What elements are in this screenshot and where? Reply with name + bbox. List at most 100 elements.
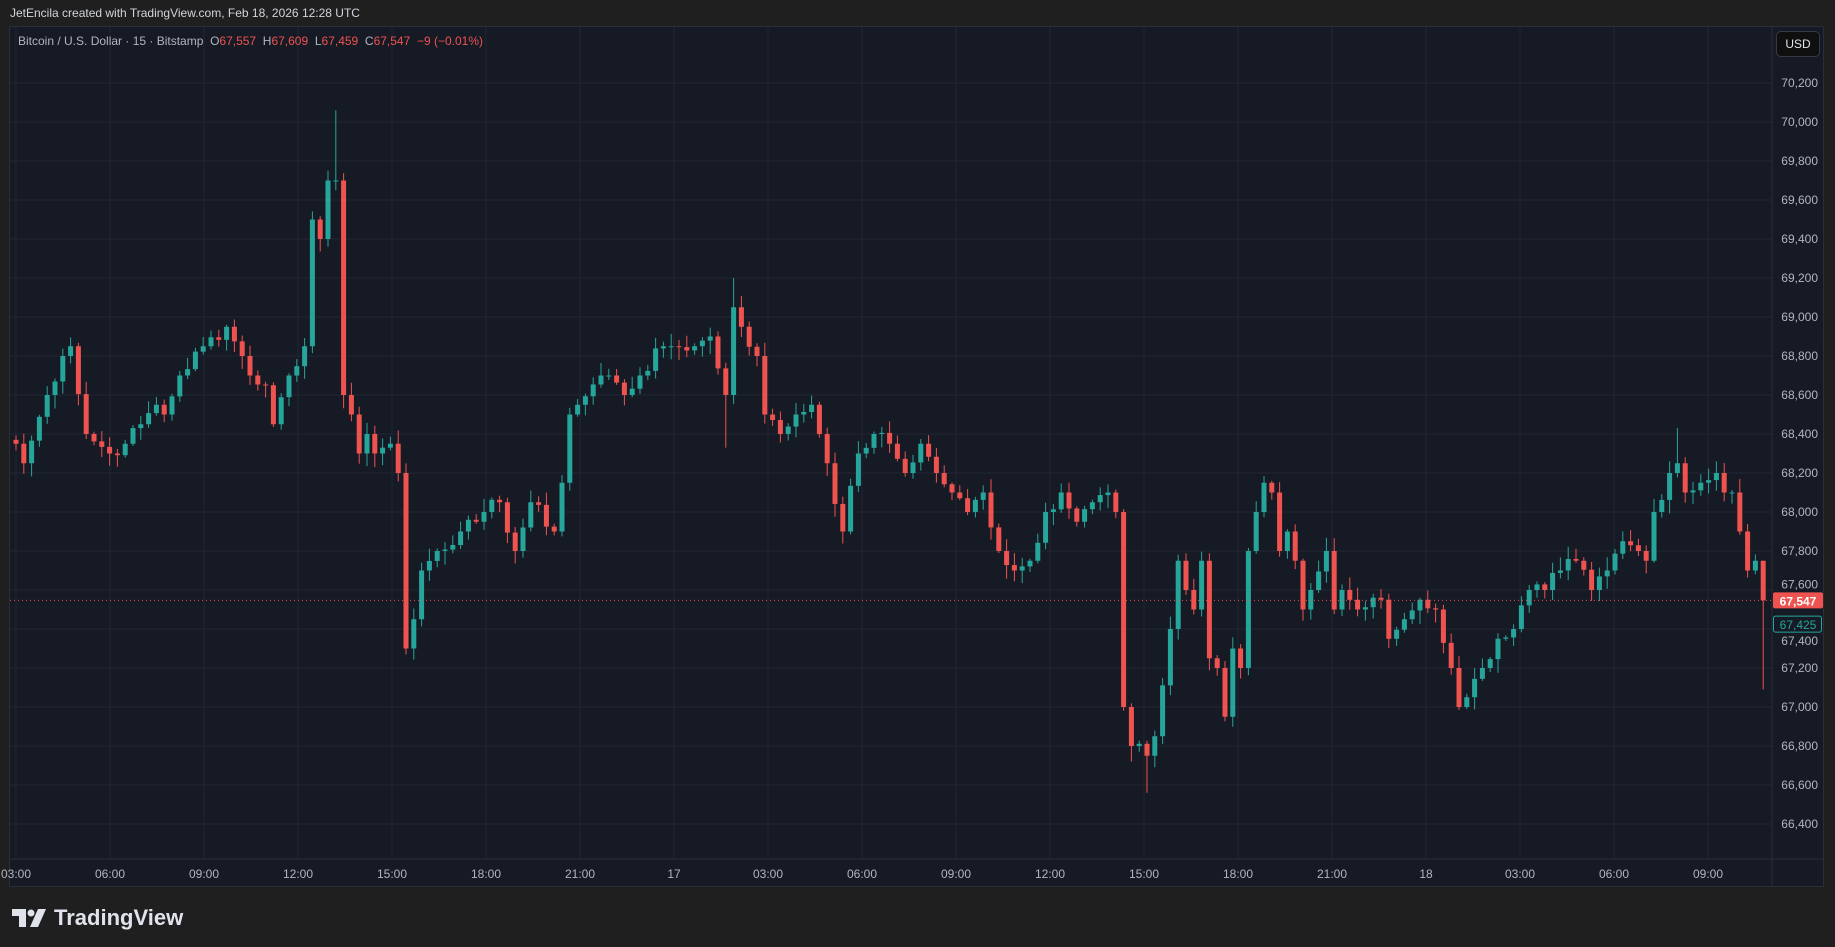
candle-body <box>1323 551 1329 572</box>
candle-body <box>1760 560 1766 601</box>
candle-body <box>965 498 971 512</box>
symbol-legend: Bitcoin / U.S. Dollar · 15 · Bitstamp O 6… <box>18 34 483 48</box>
candle-body <box>816 404 822 434</box>
price-tick-label: 68,400 <box>1781 427 1818 441</box>
candle-body <box>504 502 510 533</box>
candle-body <box>1698 482 1704 491</box>
candle-body <box>146 413 152 425</box>
candle-body <box>559 482 565 532</box>
time-tick-label: 18:00 <box>471 867 501 881</box>
candle-body <box>582 396 588 405</box>
brand-name: TradingView <box>54 905 184 930</box>
candle-body <box>1175 560 1181 629</box>
candle-body <box>83 394 89 434</box>
candle-body <box>1378 597 1384 600</box>
price-tick-label: 67,000 <box>1781 700 1818 714</box>
candle-body <box>255 375 261 385</box>
candle-body <box>1674 463 1680 473</box>
candle-body <box>442 549 448 551</box>
candle-body <box>1128 707 1134 746</box>
candle-body <box>239 341 245 356</box>
candle-body <box>434 551 440 561</box>
candle-body <box>1472 678 1478 698</box>
candle-body <box>1284 531 1290 551</box>
price-tick-label: 70,200 <box>1781 76 1818 90</box>
candle-body <box>426 560 432 571</box>
time-tick-label: 12:00 <box>283 867 313 881</box>
candle-body <box>419 570 425 620</box>
candle-body <box>450 545 456 550</box>
price-tick-label: 69,000 <box>1781 310 1818 324</box>
open-label: O <box>210 34 220 48</box>
candle-body <box>1316 571 1322 590</box>
candle-body <box>1612 553 1618 571</box>
symbol-title: Bitcoin / U.S. Dollar · 15 · Bitstamp <box>18 34 204 48</box>
low-value: 67,459 <box>321 34 359 48</box>
candle-body <box>1222 668 1228 717</box>
candle-body <box>1643 551 1649 561</box>
close-value: 67,547 <box>373 34 411 48</box>
chart-credit: JetEncila created with TradingView.com, … <box>10 6 360 20</box>
candle-body <box>777 419 783 434</box>
candle-body <box>1066 492 1072 509</box>
candle-body <box>325 180 331 239</box>
price-tick-label: 69,600 <box>1781 193 1818 207</box>
candle-body <box>653 348 659 371</box>
candle-body <box>1401 619 1407 630</box>
candle-body <box>1557 570 1563 573</box>
time-tick-label: 03:00 <box>1 867 31 881</box>
time-axis[interactable]: 03:00 06:00 09:00 12:00 15:00 18:00 21:00 17 03:… <box>1 867 1723 881</box>
candle-body <box>294 366 300 376</box>
candle-body <box>1729 492 1735 494</box>
candle-body <box>933 456 939 473</box>
time-tick-label: 09:00 <box>941 867 971 881</box>
candle-body <box>473 519 479 522</box>
time-tick-label: 15:00 <box>377 867 407 881</box>
candle-body <box>832 463 838 504</box>
candle-body <box>668 346 674 348</box>
candle-body <box>36 416 42 441</box>
candle-body <box>1113 492 1119 512</box>
price-tick-label: 68,000 <box>1781 505 1818 519</box>
candle-body <box>278 397 284 425</box>
candle-body <box>1214 658 1220 668</box>
time-tick-label: 03:00 <box>1505 867 1535 881</box>
candle-body <box>364 434 370 454</box>
candle-body <box>60 356 66 382</box>
candle-body <box>1721 473 1727 493</box>
candle-body <box>1050 509 1056 512</box>
candle-body <box>1386 599 1392 639</box>
candle-body <box>1659 499 1665 512</box>
candle-body <box>1503 637 1509 639</box>
candle-body <box>1230 648 1236 717</box>
high-label: H <box>262 34 272 48</box>
candle-body <box>762 356 768 415</box>
candle-body <box>1581 560 1587 570</box>
candle-body <box>1019 566 1025 571</box>
candle-body <box>169 396 175 415</box>
candle-body <box>785 426 791 434</box>
price-tick-label: 68,600 <box>1781 388 1818 402</box>
candle-body <box>122 443 128 456</box>
candle-body <box>972 499 978 512</box>
candle-body <box>1511 629 1517 638</box>
price-tick-label: 67,200 <box>1781 661 1818 675</box>
candle-body <box>1448 642 1454 668</box>
time-tick-label: 06:00 <box>847 867 877 881</box>
price-tick-label: 66,400 <box>1781 817 1818 831</box>
candle-body <box>1745 531 1751 571</box>
time-tick-label: 06:00 <box>1599 867 1629 881</box>
grid <box>10 27 1772 859</box>
candle-body <box>1308 590 1314 610</box>
price-axis[interactable]: 70,200 70,000 69,800 69,600 69,400 69,200 69,0… <box>1781 76 1818 831</box>
candle-body <box>114 453 120 456</box>
tradingview-logo[interactable]: TradingView <box>12 905 183 931</box>
chart-frame[interactable] <box>9 26 1824 887</box>
currency-button[interactable]: USD <box>1776 31 1820 57</box>
candle-body <box>387 443 393 448</box>
candle-body <box>1737 492 1743 532</box>
candle-body <box>1355 599 1361 610</box>
candle-body <box>1027 560 1033 567</box>
candle-body <box>1706 480 1712 483</box>
